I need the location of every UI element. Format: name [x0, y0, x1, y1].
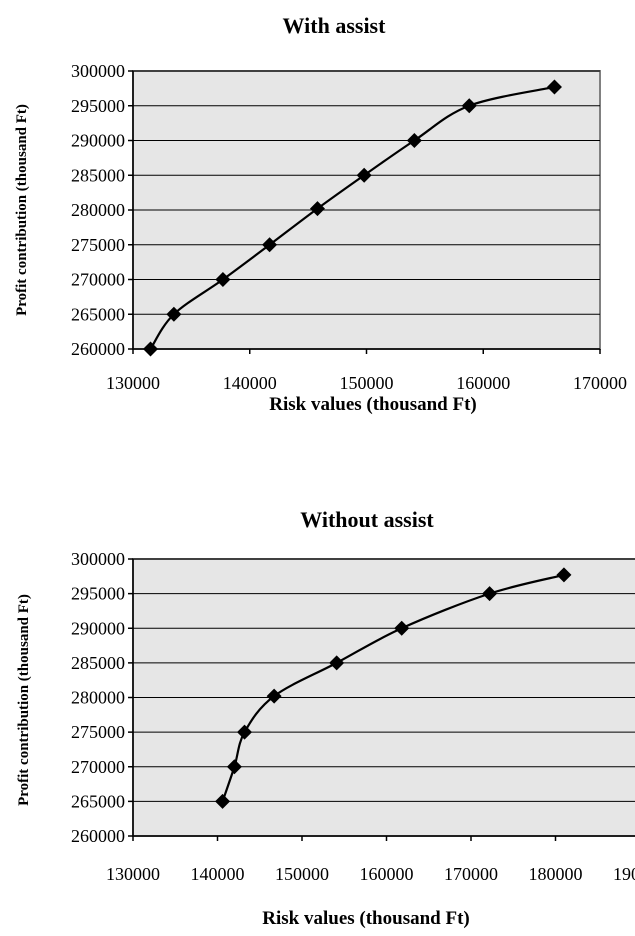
data-point-marker: [266, 688, 282, 704]
y-tick-label: 275000: [71, 722, 125, 742]
chart-title: With assist: [283, 13, 387, 38]
plot: 260000 265000 270000 275000 280000 285000 2900…: [71, 549, 635, 884]
x-tick-label: 170000: [573, 373, 627, 393]
data-point-marker: [262, 237, 278, 253]
y-axis-label: Profit contribution (thousand Ft): [14, 104, 30, 316]
data-point-marker: [166, 306, 182, 322]
y-tick-label: 260000: [71, 826, 125, 846]
data-point-marker: [461, 98, 477, 114]
chart-with-assist: With assist Profit contribution (thousan…: [0, 0, 635, 460]
data-point-marker: [356, 167, 372, 183]
y-tick-label: 295000: [71, 584, 125, 604]
x-tick-label: 140000: [223, 373, 277, 393]
y-tick-label: 270000: [71, 270, 125, 290]
y-tick-label: 285000: [71, 165, 125, 185]
y-tick-label: 270000: [71, 757, 125, 777]
y-tick-label: 290000: [71, 618, 125, 638]
y-tick-label: 275000: [71, 235, 125, 255]
data-point-marker: [406, 133, 422, 148]
x-tick-label: 130000: [106, 864, 160, 884]
data-point-marker: [546, 79, 562, 95]
x-tick-label: 160000: [360, 864, 414, 884]
data-point-marker: [215, 272, 231, 287]
data-point-marker: [482, 586, 498, 602]
y-tick-label: 265000: [71, 304, 125, 324]
data-point-marker: [556, 567, 572, 583]
x-tick-label: 180000: [529, 864, 583, 884]
chart-without-assist: Without assist Profit contribution (thou…: [0, 490, 635, 936]
x-tick-label: 130000: [106, 373, 160, 393]
data-point-marker: [215, 793, 231, 809]
data-point-marker: [309, 201, 325, 217]
chart-title: Without assist: [300, 507, 434, 532]
x-axis-label: Risk values (thousand Ft): [262, 908, 469, 929]
data-point-marker: [237, 724, 253, 740]
y-axis-label: Profit contribution (thousand Ft): [16, 594, 32, 806]
chart-svg-with-assist: With assist Profit contribution (thousan…: [14, 13, 627, 415]
y-tick-label: 280000: [71, 688, 125, 708]
y-tick-label: 260000: [71, 339, 125, 359]
data-point-marker: [143, 341, 159, 357]
plot: 260000 265000 270000 275000 280000 285000 2900…: [71, 61, 627, 393]
data-point-marker: [329, 655, 345, 671]
x-tick-label: 170000: [444, 864, 498, 884]
y-tick-label: 290000: [71, 131, 125, 151]
y-tick-label: 280000: [71, 200, 125, 220]
y-tick-label: 295000: [71, 96, 125, 116]
chart-svg-without-assist: Without assist Profit contribution (thou…: [16, 507, 635, 929]
x-tick-label: 190000: [613, 864, 635, 884]
y-tick-label: 300000: [71, 61, 125, 81]
x-tick-label: 160000: [456, 373, 510, 393]
data-point-marker: [226, 759, 242, 775]
y-tick-label: 285000: [71, 653, 125, 673]
y-tick-label: 265000: [71, 791, 125, 811]
data-point-marker: [394, 620, 410, 636]
y-tick-label: 300000: [71, 549, 125, 569]
x-tick-label: 150000: [275, 864, 329, 884]
x-axis-label: Risk values (thousand Ft): [269, 394, 476, 415]
x-tick-label: 140000: [191, 864, 245, 884]
x-tick-label: 150000: [340, 373, 394, 393]
